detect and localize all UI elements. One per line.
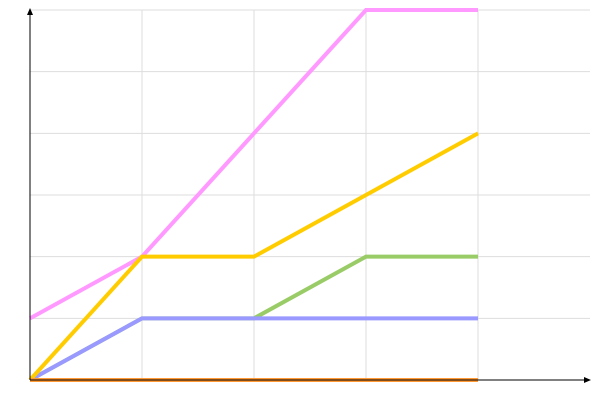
y-axis-arrow-icon	[27, 8, 33, 15]
series-line-2	[29, 316, 478, 382]
series-line-3	[29, 8, 478, 321]
series-line-4	[28, 131, 479, 382]
grid	[30, 9, 590, 380]
axes	[27, 8, 591, 383]
x-axis-arrow-icon	[584, 377, 591, 383]
